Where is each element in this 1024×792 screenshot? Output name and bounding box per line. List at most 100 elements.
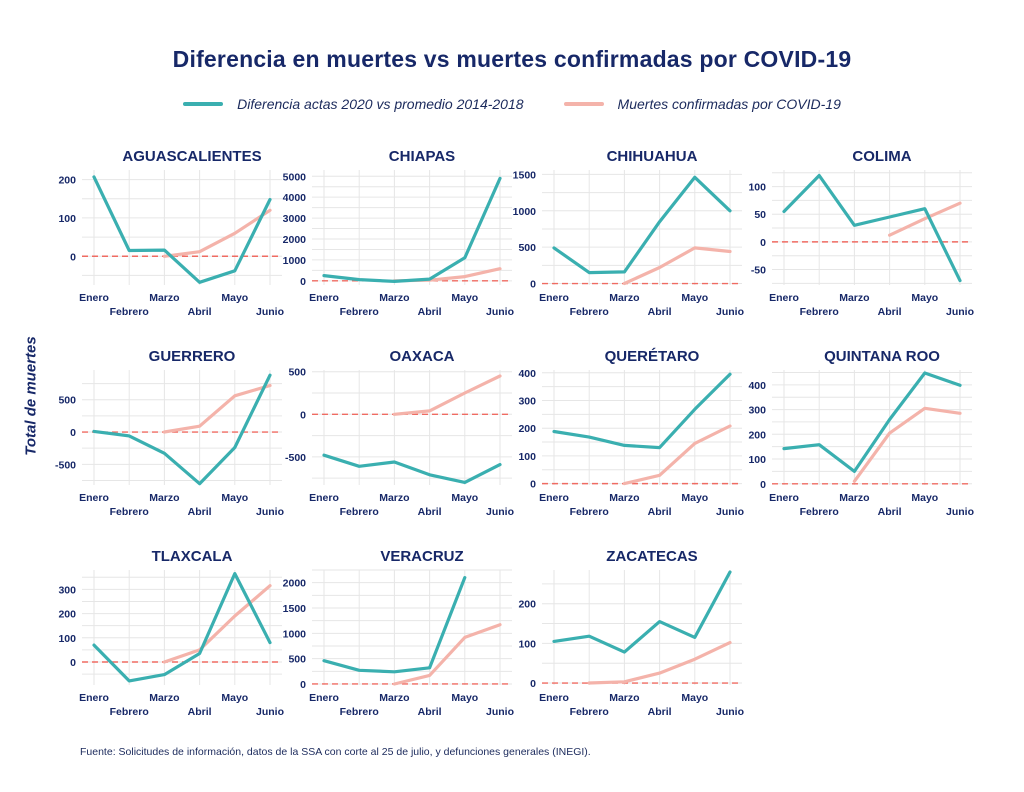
x-tick-label: Marzo (609, 292, 639, 304)
panel-quintana-roo: QUINTANA ROO 0 100 200 300 400 EneroFebreroMar… (748, 348, 974, 518)
x-tick-label: Abril (878, 306, 902, 318)
panel-title-chihuahua: CHIHUAHUA (607, 148, 698, 165)
y-tick-label: 200 (518, 599, 536, 611)
y-tick-label: 100 (748, 454, 766, 466)
series-line-diferencia (782, 173, 962, 283)
legend-item-diferencia: Diferencia actas 2020 vs promedio 2014-2… (183, 94, 524, 114)
x-tick-label: Abril (188, 706, 212, 718)
x-tick-label: Marzo (609, 492, 639, 504)
x-tick-label: Junio (256, 706, 284, 718)
y-tick-label: 200 (58, 175, 76, 187)
series-line-diferencia (322, 176, 502, 283)
panel-title-zacatecas: ZACATECAS (606, 548, 697, 565)
y-tick-label: 300 (518, 395, 536, 407)
panel-title-queretaro: QUERÉTARO (605, 348, 700, 365)
x-tick-label: Febrero (340, 506, 379, 518)
panel-title-tlaxcala: TLAXCALA (152, 548, 233, 565)
legend-swatch-diferencia (183, 102, 224, 106)
y-tick-label: 0 (530, 678, 536, 690)
x-tick-label: Enero (309, 292, 339, 304)
x-tick-label: Marzo (379, 692, 409, 704)
panel-title-colima: COLIMA (852, 148, 911, 165)
x-tick-label: Febrero (570, 706, 609, 718)
legend: Diferencia actas 2020 vs promedio 2014-2… (0, 94, 1024, 114)
x-tick-label: Febrero (570, 306, 609, 318)
y-tick-label: 0 (70, 251, 76, 263)
x-tick-label: Enero (539, 292, 569, 304)
series-line-covid (622, 246, 732, 286)
series-line-covid (852, 406, 962, 483)
x-tick-label: Marzo (609, 692, 639, 704)
y-tick-label: 500 (288, 654, 306, 666)
x-tick-label: Abril (648, 706, 672, 718)
x-tick-label: Junio (256, 306, 284, 318)
x-tick-label: Mayo (911, 292, 938, 304)
y-tick-label: 0 (300, 409, 306, 421)
x-tick-label: Junio (946, 306, 974, 318)
y-tick-label: 2000 (283, 578, 307, 590)
y-tick-label: 100 (748, 182, 766, 194)
y-tick-label: 1000 (513, 206, 537, 218)
y-tick-label: -500 (285, 452, 306, 464)
series-line-covid (587, 640, 732, 685)
x-tick-label: Mayo (451, 292, 478, 304)
y-tick-label: 1000 (283, 255, 307, 267)
y-tick-label: 3000 (283, 213, 307, 225)
x-tick-label: Junio (486, 306, 514, 318)
panel-title-aguascalientes: AGUASCALIENTES (122, 148, 261, 165)
x-tick-label: Febrero (340, 306, 379, 318)
y-tick-label: 0 (760, 237, 766, 249)
x-tick-label: Junio (486, 706, 514, 718)
y-tick-label: -50 (751, 265, 766, 277)
y-tick-label: 0 (300, 679, 306, 691)
y-tick-label: 1000 (283, 628, 307, 640)
x-tick-label: Junio (716, 306, 744, 318)
y-tick-label: 2000 (283, 234, 307, 246)
x-tick-label: Abril (418, 506, 442, 518)
series-line-diferencia (552, 570, 732, 654)
series-line-diferencia (782, 371, 962, 473)
x-tick-label: Marzo (839, 492, 869, 504)
x-tick-label: Enero (79, 692, 109, 704)
y-tick-label: 4000 (283, 192, 307, 204)
x-tick-label: Abril (418, 306, 442, 318)
x-tick-label: Febrero (110, 506, 149, 518)
panel-title-quintana-roo: QUINTANA ROO (824, 348, 940, 365)
x-tick-label: Enero (769, 292, 799, 304)
series-line-covid (162, 208, 272, 258)
y-tick-label: 0 (760, 479, 766, 491)
x-tick-label: Marzo (379, 492, 409, 504)
y-tick-label: 500 (58, 395, 76, 407)
x-tick-label: Enero (539, 692, 569, 704)
x-tick-label: Enero (79, 492, 109, 504)
y-tick-label: 0 (530, 279, 536, 291)
y-tick-label: 0 (70, 427, 76, 439)
series-line-diferencia (92, 571, 272, 683)
x-tick-label: Mayo (221, 292, 248, 304)
x-tick-label: Abril (648, 306, 672, 318)
y-tick-label: 5000 (283, 171, 307, 183)
x-tick-label: Enero (769, 492, 799, 504)
y-tick-label: -500 (55, 459, 76, 471)
x-tick-label: Abril (648, 506, 672, 518)
panel-title-guerrero: GUERRERO (149, 348, 236, 365)
legend-swatch-covid (563, 102, 604, 106)
x-tick-label: Marzo (149, 692, 179, 704)
y-tick-label: 300 (748, 405, 766, 417)
x-tick-label: Mayo (681, 692, 708, 704)
x-tick-label: Mayo (221, 692, 248, 704)
x-tick-label: Mayo (911, 492, 938, 504)
y-tick-label: 200 (58, 609, 76, 621)
y-tick-label: 400 (748, 380, 766, 392)
y-tick-label: 100 (58, 213, 76, 225)
x-tick-label: Febrero (570, 506, 609, 518)
legend-label-diferencia: Diferencia actas 2020 vs promedio 2014-2… (237, 96, 524, 112)
panel-title-veracruz: VERACRUZ (380, 548, 463, 565)
